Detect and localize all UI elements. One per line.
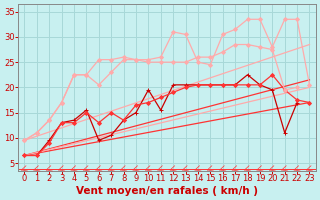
X-axis label: Vent moyen/en rafales ( km/h ): Vent moyen/en rafales ( km/h ) xyxy=(76,186,258,196)
